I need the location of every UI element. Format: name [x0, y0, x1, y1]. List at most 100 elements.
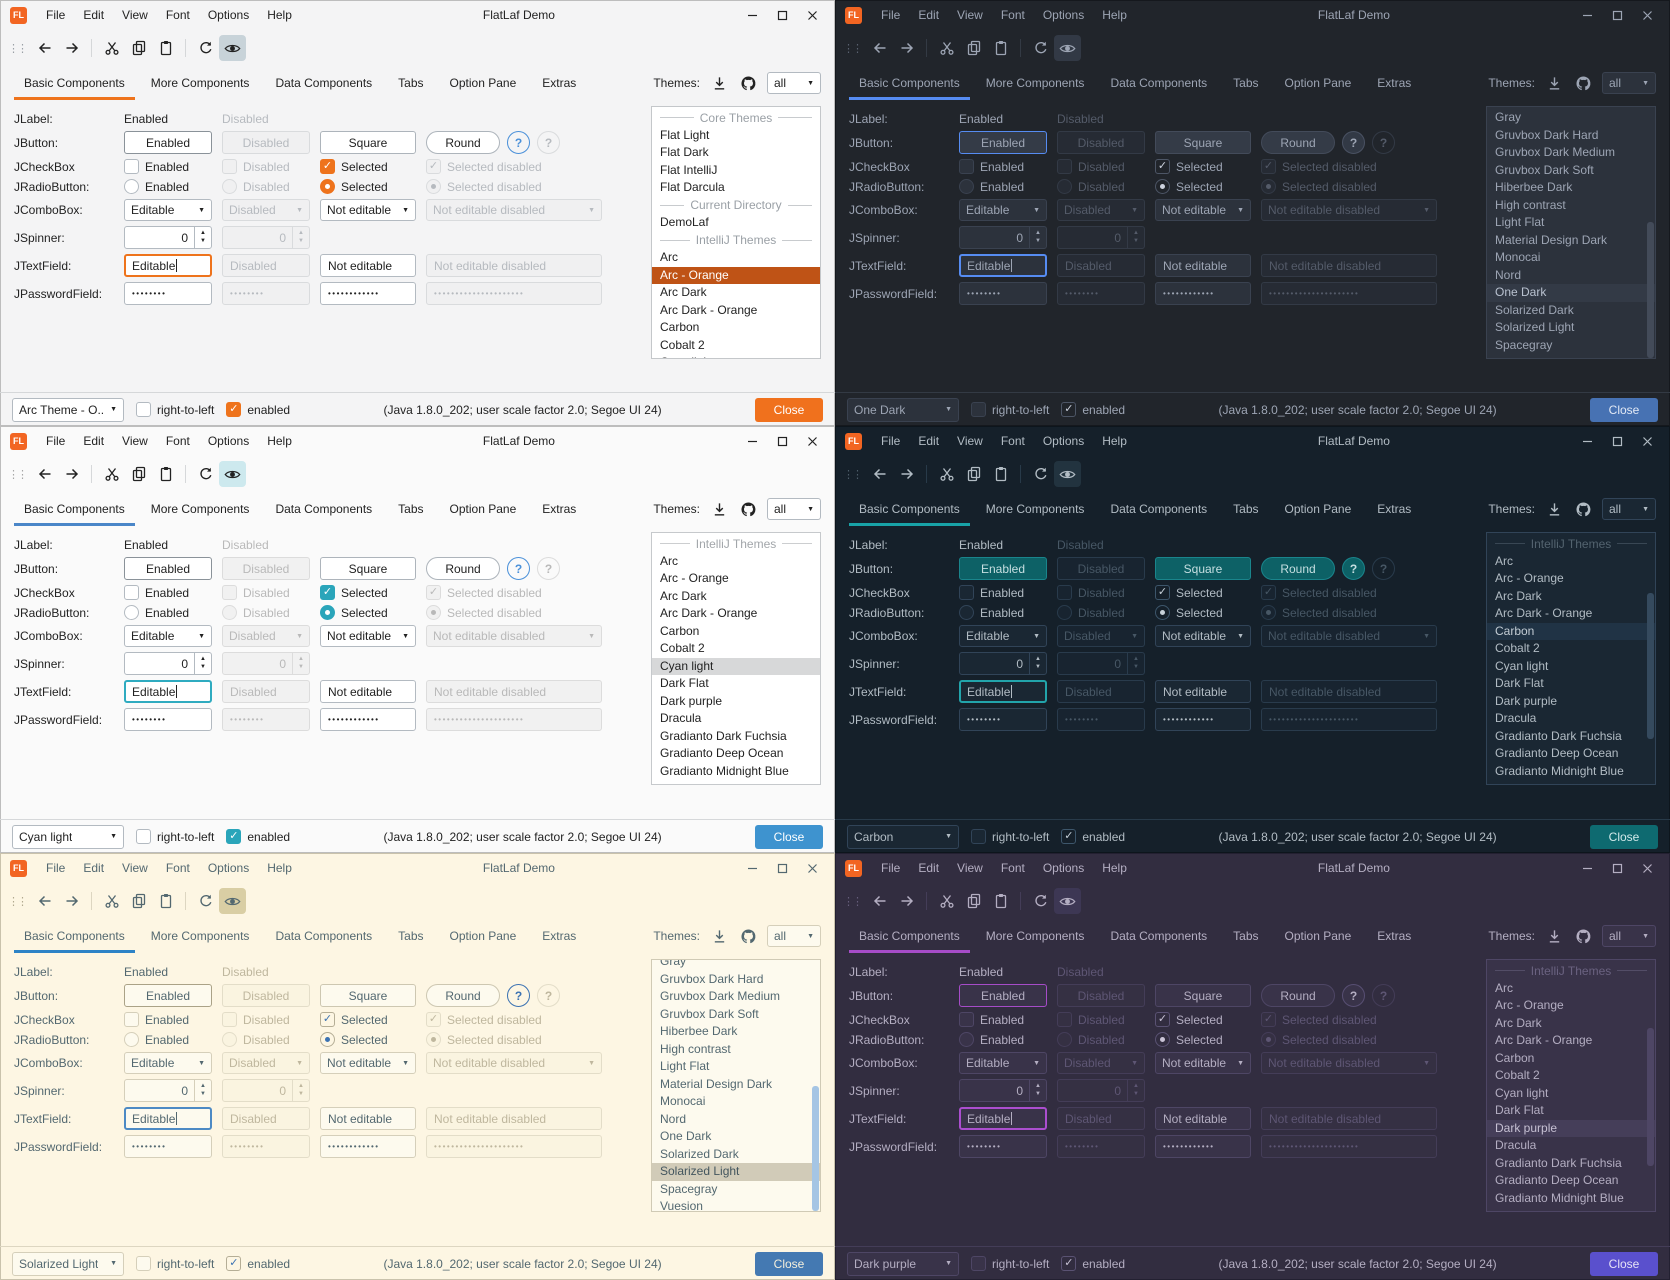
theme-item-hiberbee-dark[interactable]: Hiberbee Dark — [1495, 180, 1573, 194]
jbutton-square[interactable]: Square — [320, 131, 416, 154]
menu-options[interactable]: Options — [1042, 861, 1085, 875]
jpasswordfield-disabled[interactable]: ••••••••••••••••••••• — [426, 282, 602, 305]
download-icon[interactable] — [1544, 926, 1564, 946]
jcombobox-not-editable-disabled[interactable]: Not editable disabled ▼ — [1261, 199, 1437, 221]
tab-data-components[interactable]: Data Components — [275, 76, 373, 90]
jbutton-enabled[interactable]: Enabled — [124, 557, 212, 580]
github-icon[interactable] — [1573, 499, 1593, 519]
copy-icon[interactable] — [960, 35, 987, 61]
close-window-button[interactable] — [1632, 3, 1662, 27]
jbutton-square[interactable]: Square — [1155, 131, 1251, 154]
paste-icon[interactable] — [987, 461, 1014, 487]
list-scrollbar[interactable] — [1647, 222, 1654, 358]
jpasswordfield-disabled[interactable]: •••••••• — [222, 708, 310, 731]
tab-more-components[interactable]: More Components — [985, 76, 1085, 90]
jtextfield-disabled-disabled[interactable]: Disabled — [222, 254, 310, 277]
tab-option-pane[interactable]: Option Pane — [449, 76, 517, 90]
enabled-checkbox[interactable]: ✓ enabled — [1061, 829, 1125, 844]
minimize-button[interactable] — [1572, 3, 1602, 27]
menu-options[interactable]: Options — [207, 861, 250, 875]
jbutton-round[interactable]: Round — [1261, 131, 1335, 154]
help-button-disabled[interactable]: ? — [537, 557, 560, 580]
jcombobox-disabled[interactable]: Disabled ▼ — [222, 199, 310, 221]
jcombobox-disabled[interactable]: Disabled ▼ — [222, 625, 310, 647]
theme-item-arc-orange[interactable]: Arc - Orange — [652, 266, 820, 284]
close-window-button[interactable] — [797, 856, 827, 880]
menu-font[interactable]: Font — [165, 8, 190, 22]
jcombobox-editable[interactable]: Editable ▼ — [124, 1052, 212, 1074]
menu-help[interactable]: Help — [1102, 8, 1127, 22]
jradiobutton-enabled[interactable]: Enabled — [124, 1032, 212, 1047]
paste-icon[interactable] — [987, 888, 1014, 914]
jbutton-round[interactable]: Round — [426, 557, 500, 580]
jpasswordfield-disabled[interactable]: •••••••• — [1057, 282, 1145, 305]
jtextfield-not-editable[interactable]: Not editable — [320, 1107, 416, 1130]
tab-option-pane[interactable]: Option Pane — [1284, 76, 1352, 90]
jtextfield-not-editable[interactable]: Not editable — [320, 254, 416, 277]
jtextfield-not-editable-disabled-disabled[interactable]: Not editable disabled — [1261, 680, 1437, 703]
menu-view[interactable]: View — [957, 861, 983, 875]
jtextfield-editable[interactable]: Editable — [959, 680, 1047, 703]
spinner-arrows[interactable]: ▲ ▼ — [1127, 653, 1144, 674]
jradiobutton-disabled[interactable]: Disabled — [1057, 605, 1145, 620]
paste-icon[interactable] — [152, 35, 179, 61]
jcheckbox-selected-disabled[interactable]: ✓ Selected disabled — [1261, 1012, 1437, 1027]
jradiobutton-enabled[interactable]: Enabled — [959, 605, 1047, 620]
theme-item-arc[interactable]: Arc — [1495, 980, 1513, 995]
themes-filter-combobox[interactable]: all ▼ — [1602, 498, 1656, 520]
jradiobutton-disabled[interactable]: Disabled — [1057, 179, 1145, 194]
jspinner[interactable]: 0 ▲ ▼ — [959, 226, 1047, 249]
theme-combobox[interactable]: Cyan light ▼ — [12, 824, 124, 849]
jradiobutton-selected[interactable]: Selected — [1155, 1032, 1251, 1047]
theme-item-gradianto-midnight-blue[interactable]: Gradianto Midnight Blue — [1495, 763, 1624, 778]
theme-item-arc-dark[interactable]: Arc Dark — [1495, 588, 1542, 603]
help-button-disabled[interactable]: ? — [1372, 131, 1395, 154]
theme-item-arc[interactable]: Arc — [660, 553, 678, 568]
theme-item-arc-dark-orange[interactable]: Arc Dark - Orange — [660, 302, 758, 317]
jtextfield-not-editable[interactable]: Not editable — [1155, 254, 1251, 277]
jtextfield-not-editable-disabled-disabled[interactable]: Not editable disabled — [426, 254, 602, 277]
jtextfield-not-editable[interactable]: Not editable — [320, 680, 416, 703]
tab-tabs[interactable]: Tabs — [1233, 929, 1259, 943]
jpasswordfield[interactable]: •••••••• — [959, 282, 1047, 305]
help-button[interactable]: ? — [1342, 131, 1365, 154]
jradiobutton-enabled[interactable]: Enabled — [124, 179, 212, 194]
theme-item-solarized-dark[interactable]: Solarized Dark — [660, 1146, 739, 1161]
toolbar-grip[interactable]: ⋮⋮ — [843, 42, 863, 55]
jcombobox-disabled[interactable]: Disabled ▼ — [1057, 1052, 1145, 1074]
spinner-arrows[interactable]: ▲ ▼ — [292, 227, 309, 248]
jpasswordfield-disabled[interactable]: ••••••••••••••••••••• — [1261, 708, 1437, 731]
jtextfield-editable[interactable]: Editable — [124, 680, 212, 703]
list-scrollbar[interactable] — [1647, 1027, 1654, 1166]
jcombobox-not-editable-disabled[interactable]: Not editable disabled ▼ — [426, 1052, 602, 1074]
help-button[interactable]: ? — [507, 557, 530, 580]
menu-edit[interactable]: Edit — [918, 434, 940, 448]
theme-item-dark-purple[interactable]: Dark purple — [1495, 693, 1558, 708]
menu-file[interactable]: File — [46, 434, 66, 448]
menu-edit[interactable]: Edit — [918, 8, 940, 22]
spinner-arrows[interactable]: ▲ ▼ — [292, 1080, 309, 1101]
tab-more-components[interactable]: More Components — [985, 929, 1085, 943]
jcheckbox-selected-disabled[interactable]: ✓ Selected disabled — [426, 159, 602, 174]
jpasswordfield[interactable]: •••••••• — [124, 1135, 212, 1158]
spinner-arrows[interactable]: ▲ ▼ — [194, 653, 211, 674]
toolbar-grip[interactable]: ⋮⋮ — [8, 42, 28, 55]
menu-edit[interactable]: Edit — [83, 434, 105, 448]
tab-more-components[interactable]: More Components — [150, 929, 250, 943]
copy-icon[interactable] — [125, 35, 152, 61]
jradiobutton-selected[interactable]: Selected — [320, 179, 416, 194]
theme-item-dark-flat[interactable]: Dark Flat — [660, 676, 709, 690]
help-button-disabled[interactable]: ? — [1372, 984, 1395, 1007]
jspinner-disabled[interactable]: 0 ▲ ▼ — [1057, 1079, 1145, 1102]
download-icon[interactable] — [709, 926, 729, 946]
jbutton-square[interactable]: Square — [1155, 984, 1251, 1007]
jradiobutton-enabled[interactable]: Enabled — [124, 605, 212, 620]
jbutton-disabled[interactable]: Disabled — [1057, 984, 1145, 1007]
menu-options[interactable]: Options — [207, 8, 250, 22]
jradiobutton-selected-disabled[interactable]: Selected disabled — [426, 605, 602, 620]
forward-button[interactable] — [893, 888, 920, 914]
theme-item-high-contrast[interactable]: High contrast — [1495, 197, 1566, 212]
jbutton-disabled[interactable]: Disabled — [222, 131, 310, 154]
jpasswordfield[interactable]: •••••••••••• — [320, 282, 416, 305]
jtextfield-editable[interactable]: Editable — [959, 1107, 1047, 1130]
